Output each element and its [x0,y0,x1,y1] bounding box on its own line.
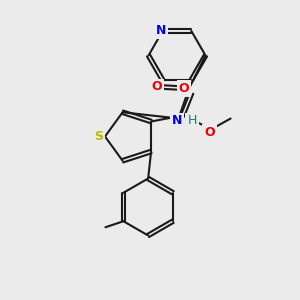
Text: O: O [204,125,215,139]
Text: H: H [187,114,197,128]
Text: N: N [156,24,166,37]
Text: O: O [179,82,189,95]
Text: S: S [94,130,103,143]
Text: N: N [172,114,182,128]
Text: O: O [151,80,162,94]
